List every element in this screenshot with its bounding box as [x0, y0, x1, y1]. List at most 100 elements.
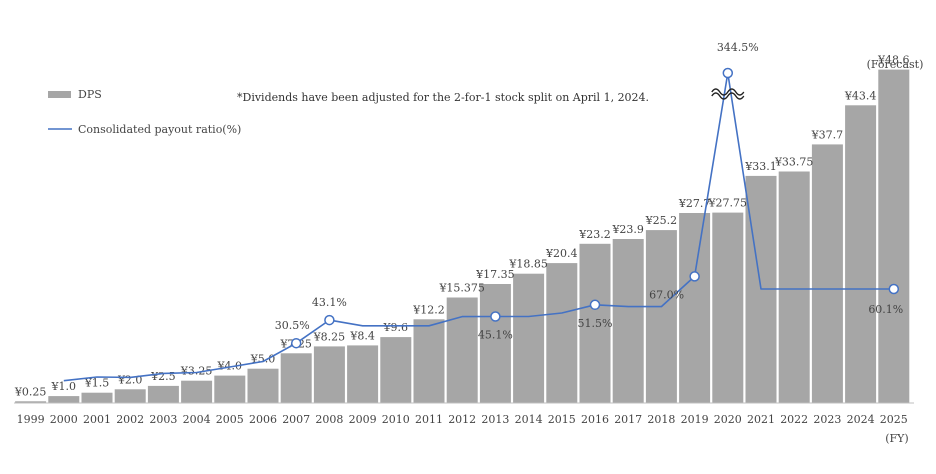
dps-bar-2000: [48, 396, 80, 403]
line-layer: 30.5%43.1% 45.1% 51.5% 67.0% 344.5% 60.1%: [63, 41, 903, 382]
payout-label-2016: 51.5%: [578, 317, 613, 330]
x-tick-2016: 2016: [581, 413, 609, 426]
x-tick-2011: 2011: [415, 413, 443, 426]
legend-line-label: Consolidated payout ratio(%): [78, 123, 241, 136]
dps-bar-2020: [712, 212, 744, 403]
forecast-label: (Forecast): [867, 58, 924, 71]
dps-label-2010: ¥9.6: [383, 321, 409, 334]
x-tick-2000: 2000: [50, 413, 78, 426]
dps-label-2023: ¥37.7: [811, 128, 844, 141]
dps-label-2017: ¥23.9: [611, 223, 644, 236]
split-note: *Dividends have been adjusted for the 2-…: [237, 91, 649, 104]
dps-label-2001: ¥1.5: [84, 377, 110, 390]
payout-label-2007: 30.5%: [275, 319, 310, 332]
dps-bar-2014: [513, 273, 545, 403]
x-tick-2022: 2022: [780, 413, 808, 426]
x-tick-2019: 2019: [681, 413, 709, 426]
dps-bar-2002: [114, 389, 146, 403]
dps-bar-2001: [81, 392, 113, 403]
dps-bar-2018: [645, 230, 677, 403]
payout-label-2013: 45.1%: [478, 329, 513, 342]
dps-label-2002: ¥2.0: [117, 373, 143, 386]
dps-bar-2016: [579, 243, 611, 403]
x-tick-2002: 2002: [116, 413, 144, 426]
dps-bar-2011: [413, 319, 445, 403]
x-tick-2007: 2007: [282, 413, 310, 426]
payout-ratio-line: [63, 72, 894, 382]
x-tick-2013: 2013: [481, 413, 509, 426]
axis-break-top: [711, 88, 745, 96]
legend: DPS Consolidated payout ratio(%): [48, 88, 241, 136]
dps-label-2024: ¥43.4: [844, 89, 877, 102]
legend-bar-label: DPS: [78, 88, 102, 101]
dps-label-2015: ¥20.4: [545, 247, 578, 260]
dps-bar-2024: [845, 105, 877, 404]
payout-label-2025: 60.1%: [868, 303, 903, 316]
dps-bar-2008: [313, 346, 345, 403]
dps-bar-2012: [446, 297, 478, 403]
dps-label-2013: ¥17.35: [475, 268, 515, 281]
x-tick-2024: 2024: [847, 413, 875, 426]
dps-label-2011: ¥12.2: [412, 303, 445, 316]
dps-label-2025: ¥48.6: [877, 54, 910, 67]
dps-bar-2004: [181, 380, 213, 403]
dps-label-2018: ¥25.2: [645, 214, 678, 227]
dps-bar-2005: [214, 375, 246, 403]
dps-bar-2015: [546, 263, 578, 403]
dps-label-2019: ¥27.7: [678, 197, 711, 210]
dps-label-2014: ¥18.85: [508, 258, 548, 271]
dps-label-2004: ¥3.25: [180, 365, 213, 378]
x-tick-2012: 2012: [448, 413, 476, 426]
payout-marker-2016: [589, 299, 601, 311]
payout-label-2020: 344.5%: [717, 41, 759, 54]
x-tick-2006: 2006: [249, 413, 277, 426]
dps-label-2016: ¥23.2: [578, 228, 611, 241]
dps-bar-2013: [479, 284, 511, 403]
dps-bar-2017: [612, 239, 644, 403]
dps-label-2000: ¥1.0: [51, 380, 77, 393]
payout-label-2008: 43.1%: [312, 296, 347, 309]
dps-bar-2007: [280, 353, 312, 403]
payout-marker-2025: [888, 283, 900, 295]
x-tick-2014: 2014: [515, 413, 543, 426]
payout-marker-2008: [324, 314, 335, 326]
x-tick-2018: 2018: [647, 413, 675, 426]
dps-bar-2019: [679, 213, 711, 403]
dps-bar-2009: [347, 345, 379, 403]
x-tick-1999: 1999: [17, 413, 45, 426]
bars-layer: [15, 69, 910, 404]
dps-label-2012: ¥15.375: [438, 282, 485, 295]
x-tick-2003: 2003: [149, 413, 177, 426]
axis-break-bottom: [711, 92, 745, 100]
dps-bar-2023: [811, 144, 843, 403]
payout-marker-2019: [689, 271, 700, 282]
dps-label-2008: ¥8.25: [313, 330, 346, 343]
x-tick-2023: 2023: [813, 413, 841, 426]
dps-label-1999: ¥0.25: [14, 385, 47, 398]
payout-marker-2013: [490, 311, 501, 322]
dps-label-2005: ¥4.0: [217, 360, 243, 373]
dps-label-2003: ¥2.5: [150, 370, 176, 383]
dps-bar-2022: [778, 171, 810, 403]
x-tick-2009: 2009: [349, 413, 377, 426]
dps-bar-2006: [247, 368, 279, 403]
x-tick-2021: 2021: [747, 413, 775, 426]
x-tick-2010: 2010: [382, 413, 410, 426]
dps-bar-1999: [15, 401, 47, 403]
x-tick-2005: 2005: [216, 413, 244, 426]
dps-bar-2003: [147, 385, 179, 404]
x-tick-2004: 2004: [183, 413, 211, 426]
x-tick-2025: 2025: [880, 413, 908, 426]
dps-label-2021: ¥33.1: [744, 160, 777, 173]
dps-bar-2025: [878, 69, 910, 403]
x-tick-2008: 2008: [315, 413, 343, 426]
x-tick-labels: 1999 2000 2001 2002 2003 2004 2005 2006 2007 2008…: [17, 413, 908, 426]
dps-label-2022: ¥33.75: [774, 156, 814, 169]
x-axis-unit-label: (FY): [885, 432, 908, 445]
payout-marker-2007: [290, 337, 302, 349]
x-tick-2015: 2015: [548, 413, 576, 426]
x-tick-2001: 2001: [83, 413, 111, 426]
x-tick-2020: 2020: [714, 413, 742, 426]
